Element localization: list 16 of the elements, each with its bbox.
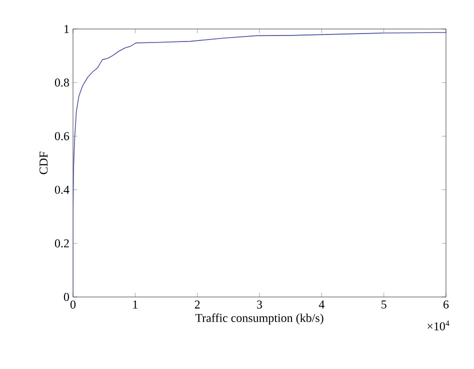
x-tick-label: 4 — [318, 300, 324, 308]
y-tick-label: 0 — [64, 292, 70, 302]
y-tick-label: 0.8 — [54, 78, 70, 87]
y-tick-label: 0.2 — [54, 239, 69, 248]
x-axis-title: Traffic consumption (kb/s) — [195, 313, 324, 324]
x-tick-label: 3 — [257, 300, 262, 309]
x-tick-label: 1 — [133, 300, 138, 308]
y-tick-label: 0.6 — [54, 132, 70, 140]
x-tick-label: 0 — [70, 300, 76, 309]
y-tick-label: 1 — [64, 25, 69, 33]
x-tick-label: 2 — [194, 300, 200, 308]
x-tick-label: 6 — [444, 300, 449, 309]
text: ×10$^{4}$ — [428, 320, 450, 330]
y-tick-label: 0.4 — [54, 186, 70, 194]
y-axis-title: CDF — [40, 152, 48, 174]
x-tick-label: 5 — [382, 300, 386, 308]
